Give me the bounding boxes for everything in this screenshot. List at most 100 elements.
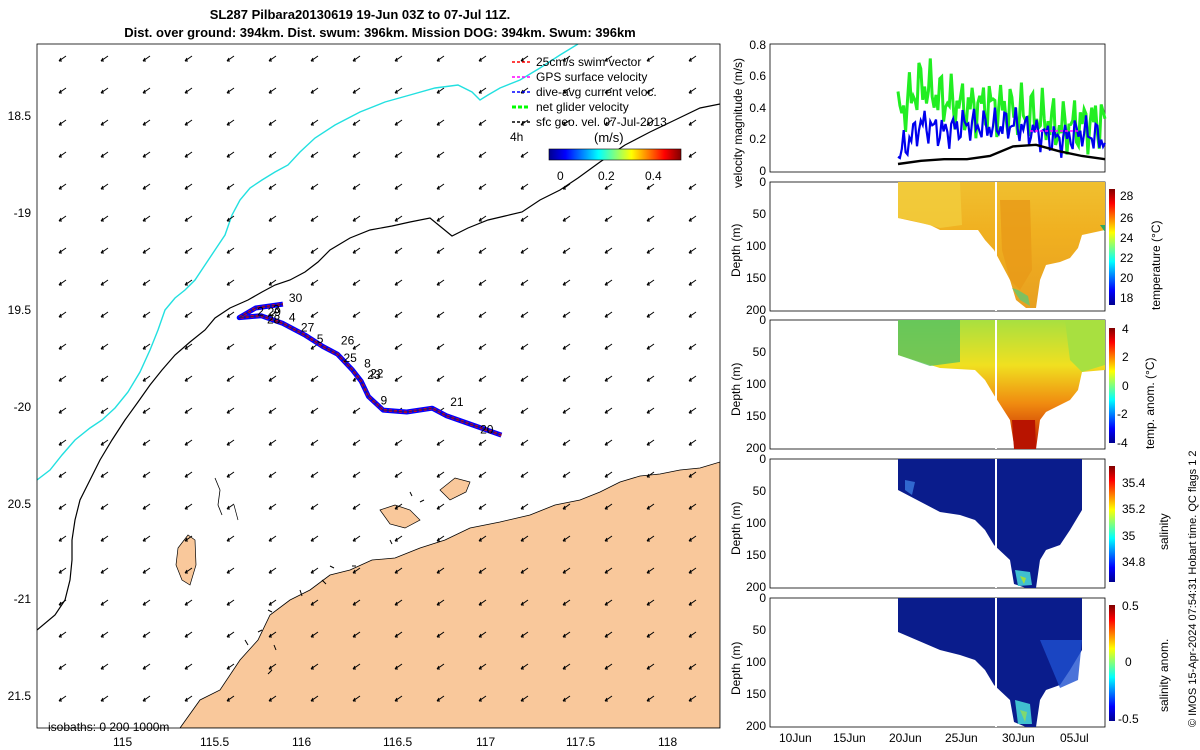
time-xtick-4: 30Jun xyxy=(1002,731,1035,745)
salanom-cbar-1: 0 xyxy=(1125,655,1132,669)
velocity-arrow xyxy=(58,119,67,126)
velocity-arrow xyxy=(604,439,613,446)
velocity-arrow xyxy=(688,439,697,446)
velocity-arrow xyxy=(520,247,529,254)
velocity-arrow xyxy=(142,471,151,478)
velocity-arrow xyxy=(226,663,235,670)
velocity-arrow xyxy=(226,599,235,606)
velocity-arrow xyxy=(184,631,193,638)
velocity-arrow xyxy=(604,599,613,606)
velocity-arrow xyxy=(478,695,487,702)
velocity-arrow xyxy=(142,215,151,222)
velocity-arrow xyxy=(688,183,697,190)
sal-ylabel: Depth (m) xyxy=(729,502,743,555)
velocity-arrow xyxy=(688,599,697,606)
salanom-cbar-2: 0.5 xyxy=(1122,599,1139,613)
velocity-arrow xyxy=(226,407,235,414)
anom-cbar-4: 4 xyxy=(1122,322,1129,336)
anom-cbar-3: 2 xyxy=(1122,350,1129,364)
velocity-arrow xyxy=(310,247,319,254)
velocity-arrow xyxy=(58,279,67,286)
velocity-arrow xyxy=(646,311,655,318)
velocity-arrow xyxy=(310,375,319,382)
velocity-arrow xyxy=(352,311,361,318)
velocity-arrow xyxy=(184,567,193,574)
cbar-tick-1: 0.2 xyxy=(598,169,615,183)
velocity-arrow xyxy=(352,183,361,190)
velocity-arrow xyxy=(646,215,655,222)
velocity-arrow xyxy=(58,631,67,638)
velocity-arrow xyxy=(478,503,487,510)
depth-tick: 100 xyxy=(746,377,766,391)
velocity-arrow xyxy=(646,279,655,286)
temp-anomaly-panel: -4 -2 0 2 4 temp. anom. (°C) Depth (m) xyxy=(729,319,1157,450)
velocity-arrow xyxy=(688,471,697,478)
sal-cbar-label: salinity xyxy=(1157,513,1171,550)
velocity-arrow xyxy=(100,87,109,94)
velocity-arrow xyxy=(562,535,571,542)
velocity-arrow xyxy=(310,631,319,638)
velocity-arrow xyxy=(646,503,655,510)
velocity-arrow xyxy=(646,567,655,574)
temp-cbar-2: 22 xyxy=(1120,251,1134,265)
velocity-arrow xyxy=(268,695,277,702)
velocity-arrow xyxy=(310,119,319,126)
velocity-arrow xyxy=(688,55,697,62)
velocity-arrow xyxy=(268,567,277,574)
velocity-arrow xyxy=(226,471,235,478)
velocity-arrow xyxy=(58,215,67,222)
colorbar-title: (m/s) xyxy=(594,130,624,145)
sal-cbar-0: 34.8 xyxy=(1122,555,1146,569)
velocity-arrow xyxy=(562,119,571,126)
velocity-arrow xyxy=(646,439,655,446)
velocity-arrow xyxy=(310,151,319,158)
velocity-arrow xyxy=(688,343,697,350)
velocity-arrow xyxy=(142,247,151,254)
velocity-arrow xyxy=(226,503,235,510)
velocity-arrow xyxy=(436,439,445,446)
velocity-arrow xyxy=(226,87,235,94)
anom-cbar-label: temp. anom. (°C) xyxy=(1143,358,1157,450)
temp-cbar-4: 26 xyxy=(1120,211,1134,225)
velocity-arrow xyxy=(394,663,403,670)
velocity-arrow xyxy=(436,215,445,222)
salanom-cbar-0: -0.5 xyxy=(1118,712,1139,726)
depth-tick: 50 xyxy=(753,207,767,221)
velocity-arrow xyxy=(520,503,529,510)
velocity-arrow xyxy=(520,183,529,190)
velocity-arrow xyxy=(268,151,277,158)
depth-tick: 100 xyxy=(746,239,766,253)
velocity-arrow xyxy=(58,87,67,94)
cbar-tick-2: 0.4 xyxy=(645,169,662,183)
vel-ytick-0: 0 xyxy=(759,164,766,178)
velocity-arrow xyxy=(520,279,529,286)
velocity-arrow xyxy=(226,439,235,446)
velocity-arrow xyxy=(646,695,655,702)
velocity-arrow xyxy=(688,215,697,222)
day-label: 30 xyxy=(289,291,303,305)
velocity-arrow xyxy=(142,343,151,350)
velocity-arrow xyxy=(310,567,319,574)
depth-tick: 150 xyxy=(746,271,766,285)
map-ytick-6: 21.5 xyxy=(8,689,32,703)
map-xtick-5: 117.5 xyxy=(566,735,595,749)
velocity-arrow xyxy=(310,695,319,702)
velocity-arrow xyxy=(100,503,109,510)
vel-ylabel: velocity magnitude (m/s) xyxy=(731,58,745,188)
velocity-panel: 0 0.2 0.4 0.6 0.8 velocity magnitude (m/… xyxy=(731,38,1107,188)
velocity-arrow xyxy=(688,87,697,94)
velocity-arrow xyxy=(184,343,193,350)
velocity-arrow xyxy=(478,215,487,222)
day-label: 2 xyxy=(257,305,264,319)
day-label: 5 xyxy=(317,332,324,346)
velocity-arrow xyxy=(310,439,319,446)
velocity-arrow xyxy=(478,375,487,382)
velocity-arrow xyxy=(646,631,655,638)
land-mass xyxy=(179,461,720,728)
velocity-arrow xyxy=(58,311,67,318)
anom-cbar-2: 0 xyxy=(1122,379,1129,393)
velocity-arrow xyxy=(268,407,277,414)
velocity-arrow xyxy=(646,183,655,190)
velocity-arrow xyxy=(562,343,571,350)
